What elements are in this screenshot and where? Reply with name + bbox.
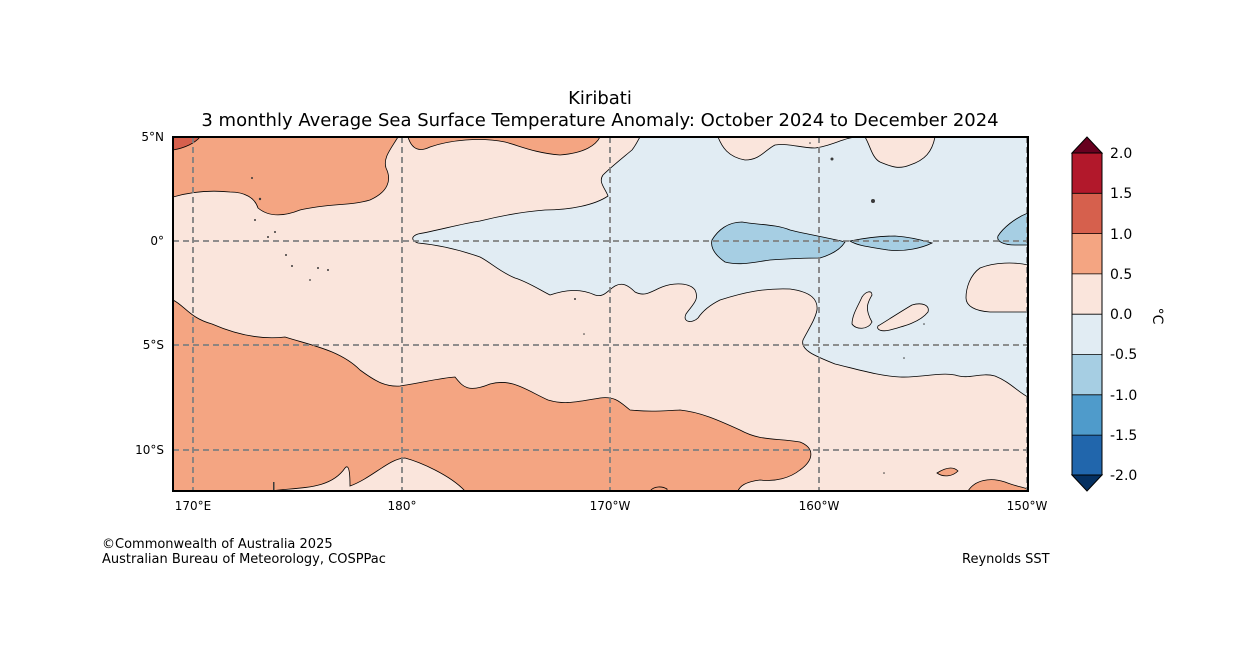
colorbar-segment-m2.0-m1.5	[1072, 435, 1102, 475]
colorbar-segment-m0.5-0.0	[1072, 314, 1102, 355]
sst-anomaly-map	[173, 137, 1028, 491]
colorbar-tick: 0.0	[1110, 307, 1132, 323]
lat-label-0: 0°	[150, 234, 164, 248]
map-frame	[172, 136, 1029, 492]
region-anomaly-minus-1-to-minus-0.5-central	[711, 221, 846, 265]
map-subtitle: 3 monthly Average Sea Surface Temperatur…	[201, 110, 999, 131]
colorbar-segment-m1.0-m0.5	[1072, 354, 1102, 395]
colorbar	[1070, 136, 1104, 492]
lon-label-170w: 170°W	[590, 499, 631, 513]
colorbar-tick: -2.0	[1110, 468, 1137, 484]
map-title: Kiribati	[568, 88, 632, 109]
colorbar-unit-label: °C	[1149, 308, 1165, 325]
colorbar-under-arrow	[1070, 474, 1104, 492]
colorbar-segment-0.5-1.0	[1072, 233, 1102, 274]
colorbar-segment-m1.5-m1.0	[1072, 394, 1102, 436]
region-anomaly-0.5-to-1-south	[173, 299, 812, 491]
region-anomaly-0.5-to-1-blob-a	[936, 467, 959, 477]
colorbar-over-arrow	[1070, 136, 1104, 154]
copyright-credit: ©Commonwealth of Australia 2025 Australi…	[102, 537, 386, 567]
colorbar-tick: 1.0	[1110, 227, 1132, 243]
lon-label-160w: 160°W	[799, 499, 840, 513]
islands	[251, 142, 925, 491]
agency-line: Australian Bureau of Meteorology, COSPPa…	[102, 552, 386, 567]
copyright-line: ©Commonwealth of Australia 2025	[102, 537, 333, 552]
lon-label-170e: 170°E	[175, 499, 212, 513]
colorbar-segment-1.0-1.5	[1072, 193, 1102, 234]
graticule	[173, 137, 1028, 491]
colorbar-tick: 2.0	[1110, 146, 1132, 162]
region-anomaly-0-to-0.5-east	[965, 262, 1028, 313]
region-anomaly-0-to-0.5-south	[269, 457, 466, 491]
data-source-label: Reynolds SST	[962, 552, 1050, 567]
region-anomaly-minus-1-to-minus-0.5-east	[997, 212, 1028, 246]
lon-label-150w: 150°W	[1007, 499, 1048, 513]
region-anomaly-0-to-0.5-islet-b	[877, 303, 929, 332]
colorbar-tick: -1.0	[1110, 388, 1137, 404]
region-anomaly-minus-1-to-minus-0.5-bar	[848, 235, 934, 251]
region-anomaly-0.5-to-1-blob-b	[649, 486, 668, 491]
colorbar-tick: -1.5	[1110, 428, 1137, 444]
colorbar-tick: -0.5	[1110, 347, 1137, 363]
lon-label-180: 180°	[388, 499, 417, 513]
colorbar-tick: 1.5	[1110, 186, 1132, 202]
lat-label-5n: 5°N	[141, 130, 164, 144]
region-anomaly-0.5-to-1-north-mid	[407, 137, 601, 156]
colorbar-tick: 0.5	[1110, 267, 1132, 283]
lat-label-5s: 5°S	[143, 338, 164, 352]
region-anomaly-0-to-0.5-northeast	[717, 137, 859, 161]
lat-label-10s: 10°S	[135, 443, 164, 457]
colorbar-segment-1.5-2.0	[1072, 153, 1102, 194]
region-anomaly-0.5-to-1-north	[173, 137, 399, 216]
colorbar-segment-0.0-0.5	[1072, 273, 1102, 315]
region-anomaly-0-to-0.5-north-east2	[864, 137, 936, 168]
region-anomaly-0-to-0.5-islet-a	[851, 291, 873, 329]
